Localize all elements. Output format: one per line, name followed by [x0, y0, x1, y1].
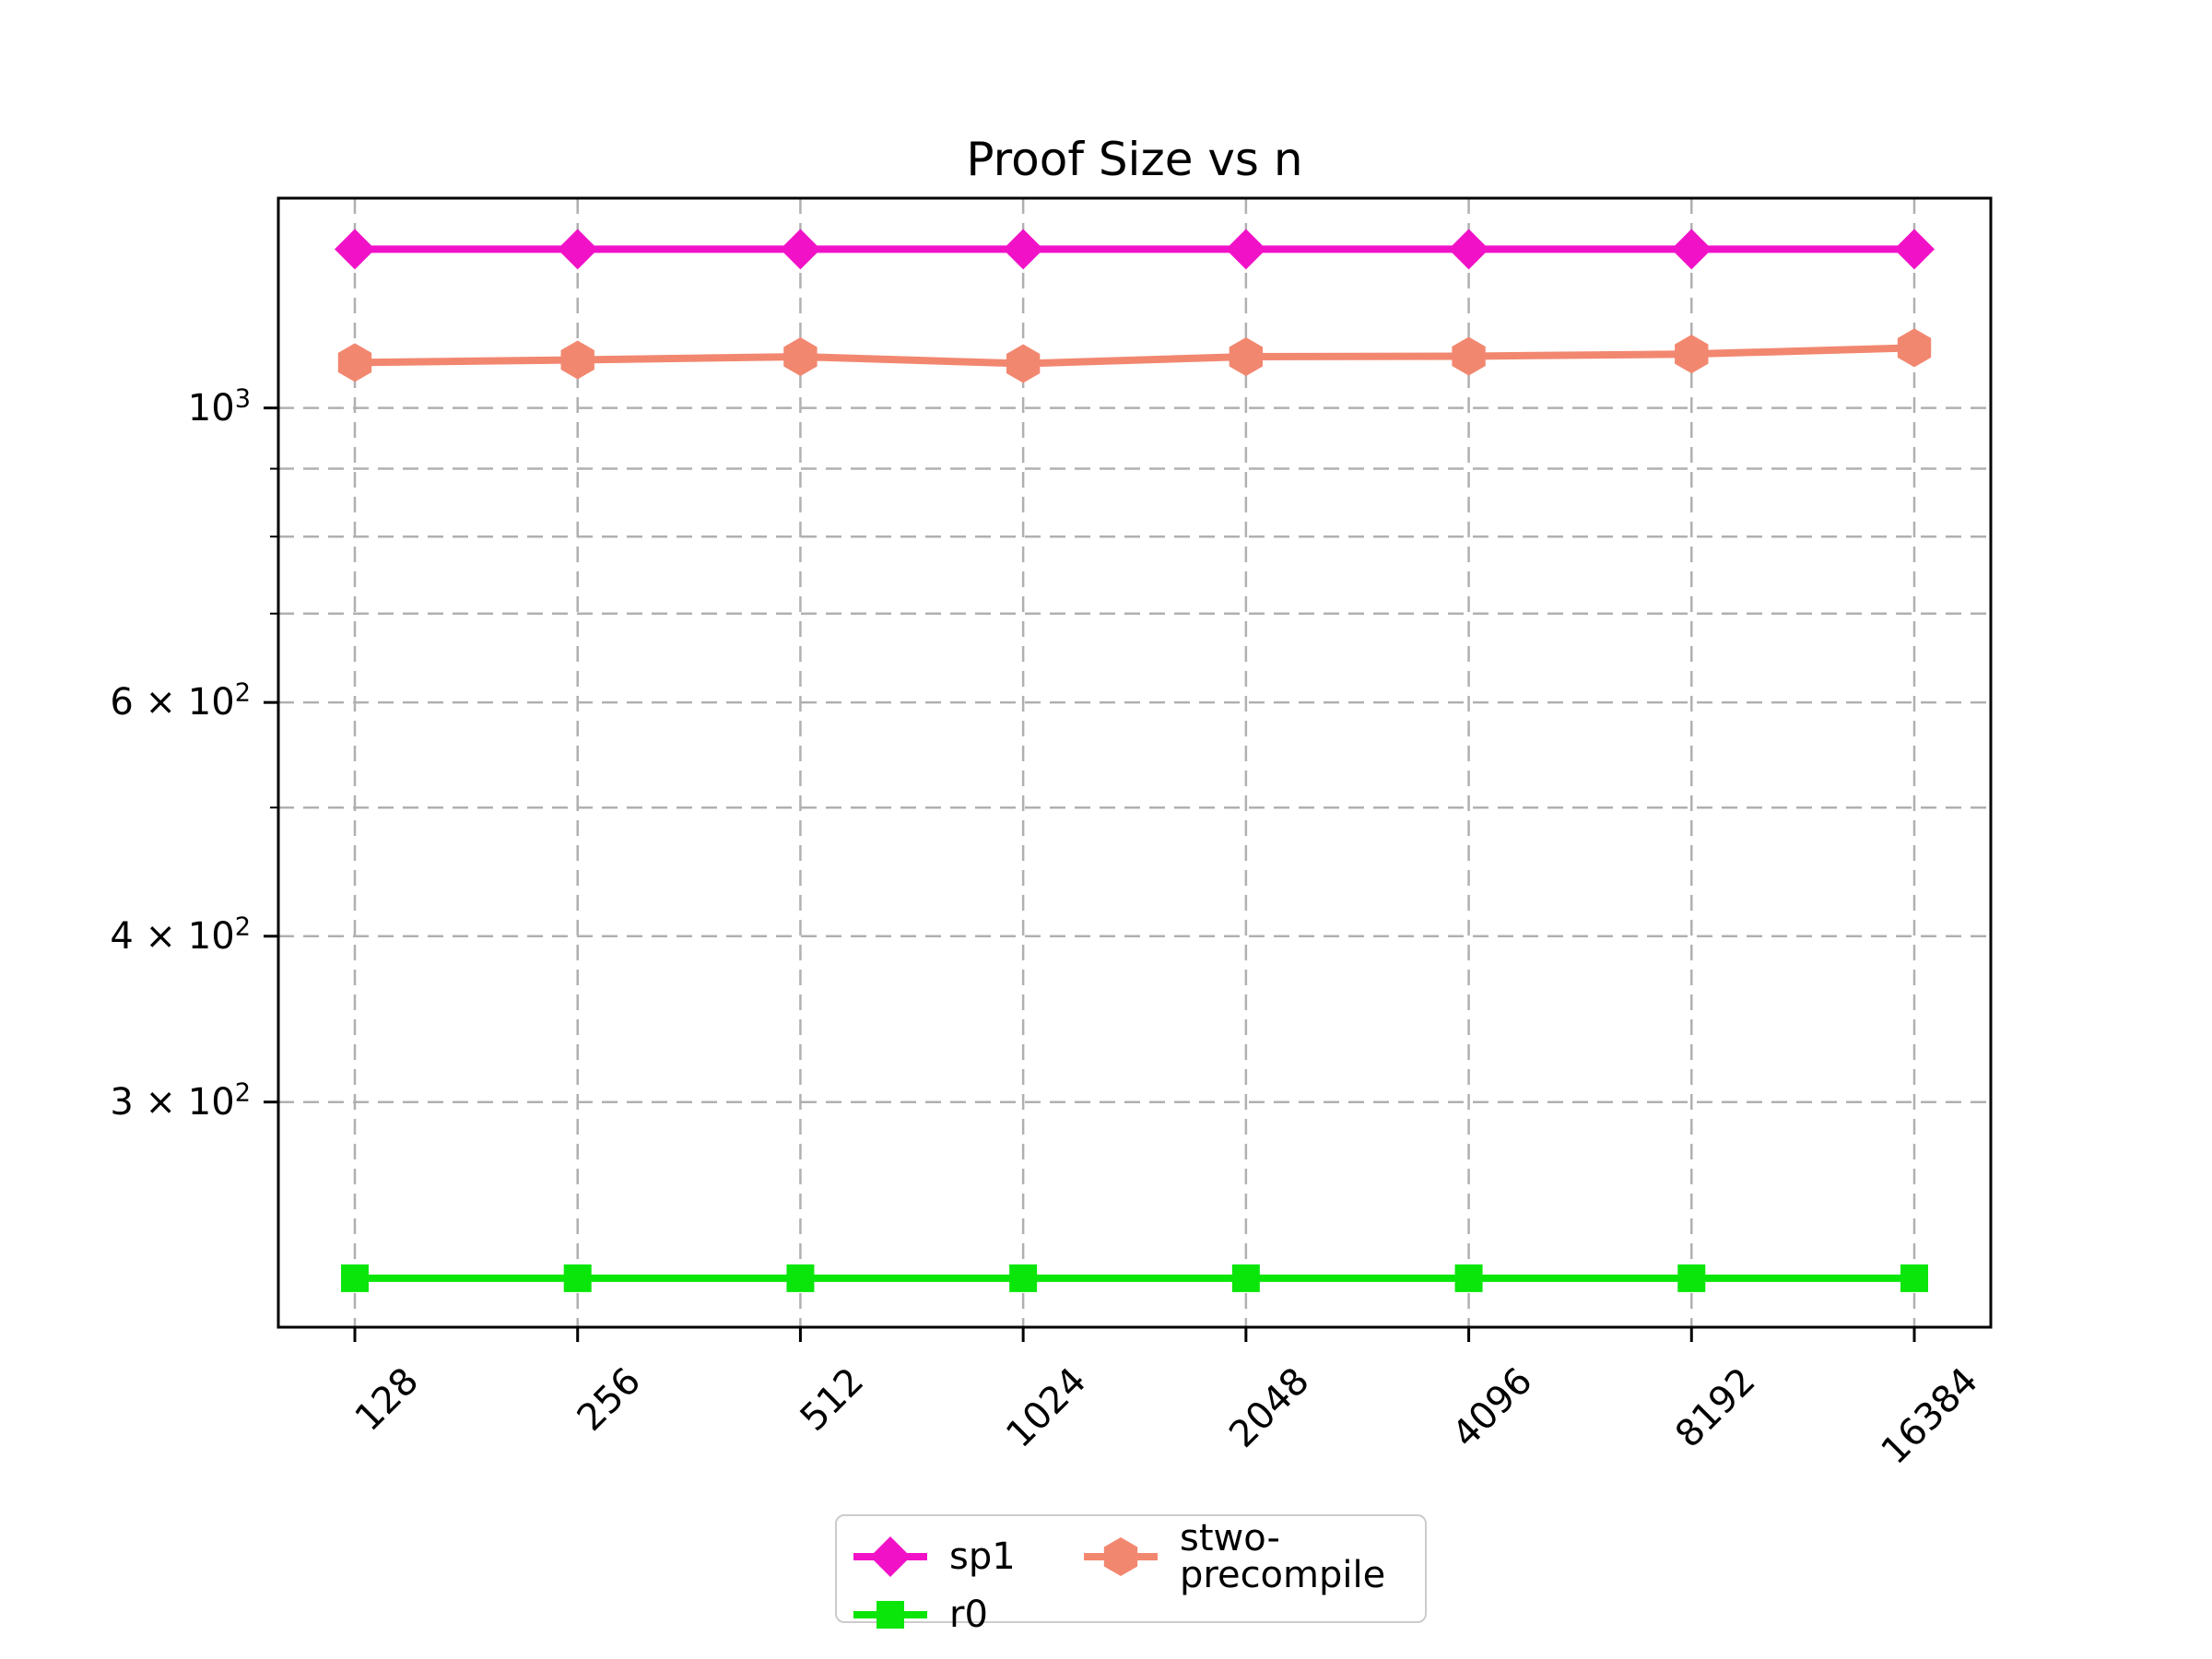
plot-frame — [276, 196, 1993, 1329]
marker-sp1 — [1225, 229, 1266, 270]
chart-title: Proof Size vs n — [966, 133, 1303, 186]
legend-label-stwo-precompile: stwo-precompile — [1180, 1517, 1386, 1596]
marker-r0 — [1231, 1264, 1260, 1292]
legend-label-sp1: sp1 — [949, 1535, 1016, 1578]
legend-item-r0: r0 — [852, 1594, 1082, 1636]
marker-r0 — [341, 1264, 369, 1292]
marker-stwo-precompile — [1897, 328, 1932, 368]
marker-sp1 — [1003, 229, 1044, 270]
y-tick-label: 6 × 102 — [110, 678, 251, 724]
marker-r0 — [786, 1264, 815, 1292]
legend-item-stwo-precompile: stwo-precompile — [1082, 1520, 1410, 1594]
y-tick-label: 4 × 102 — [110, 912, 251, 958]
marker-stwo-precompile — [1675, 335, 1709, 374]
y-tick-label: 3 × 102 — [110, 1078, 251, 1124]
marker-stwo-precompile — [1452, 336, 1486, 376]
legend-marker-sp1-icon — [853, 1536, 927, 1577]
marker-sp1 — [557, 229, 598, 270]
marker-sp1 — [780, 229, 821, 270]
marker-r0 — [1454, 1264, 1483, 1292]
marker-sp1 — [335, 229, 375, 270]
y-tick-label: 103 — [187, 384, 251, 429]
legend-item-sp1: sp1 — [852, 1535, 1082, 1578]
marker-sp1 — [1671, 229, 1712, 270]
marker-stwo-precompile — [560, 340, 594, 380]
marker-stwo-precompile — [337, 343, 372, 382]
marker-stwo-precompile — [1006, 344, 1041, 383]
marker-sp1 — [1893, 229, 1935, 270]
legend-label-r0: r0 — [949, 1594, 988, 1636]
marker-stwo-precompile — [1229, 337, 1264, 377]
marker-r0 — [1677, 1264, 1706, 1292]
marker-r0 — [1900, 1264, 1928, 1292]
series-line-stwo-precompile — [354, 344, 1915, 368]
marker-r0 — [563, 1264, 592, 1292]
marker-r0 — [1009, 1264, 1038, 1292]
legend: sp1 r0 stwo-precompile — [835, 1514, 1427, 1633]
legend-marker-stwo-precompile-icon — [1084, 1537, 1158, 1576]
marker-sp1 — [1448, 229, 1489, 270]
marker-stwo-precompile — [783, 337, 818, 377]
legend-marker-r0-icon — [853, 1601, 927, 1629]
